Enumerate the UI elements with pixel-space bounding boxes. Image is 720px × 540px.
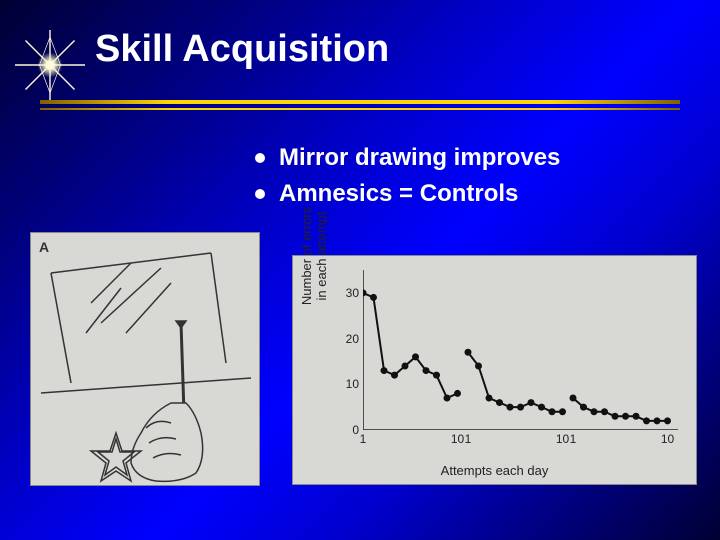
chart-ytick: 20 (333, 332, 359, 346)
bullet-icon (255, 153, 265, 163)
chart-xtick: 10 (658, 432, 678, 446)
chart-xtick: 1 (353, 432, 373, 446)
chart-xlabel: Attempts each day (293, 463, 696, 478)
starburst-icon (15, 30, 85, 100)
bullet-text: Mirror drawing improves (279, 140, 560, 176)
page-title: Skill Acquisition (95, 28, 389, 71)
panel-label: A (39, 239, 49, 255)
chart-ylabel: Number of errors in each attempt (299, 196, 329, 316)
bullet-item: Mirror drawing improves (255, 140, 560, 176)
chart-plot-area (363, 270, 678, 430)
divider (40, 100, 680, 110)
mirror-drawing-illustration (31, 233, 261, 487)
figure-mirror-drawing: A (30, 232, 260, 486)
chart-ytick: 30 (333, 286, 359, 300)
chart-xtick: 1 (563, 432, 583, 446)
chart-xtick: 1 (458, 432, 478, 446)
figure-errors-chart: Number of errors in each attempt 0102030… (292, 255, 697, 485)
chart-ytick: 10 (333, 377, 359, 391)
bullet-icon (255, 189, 265, 199)
